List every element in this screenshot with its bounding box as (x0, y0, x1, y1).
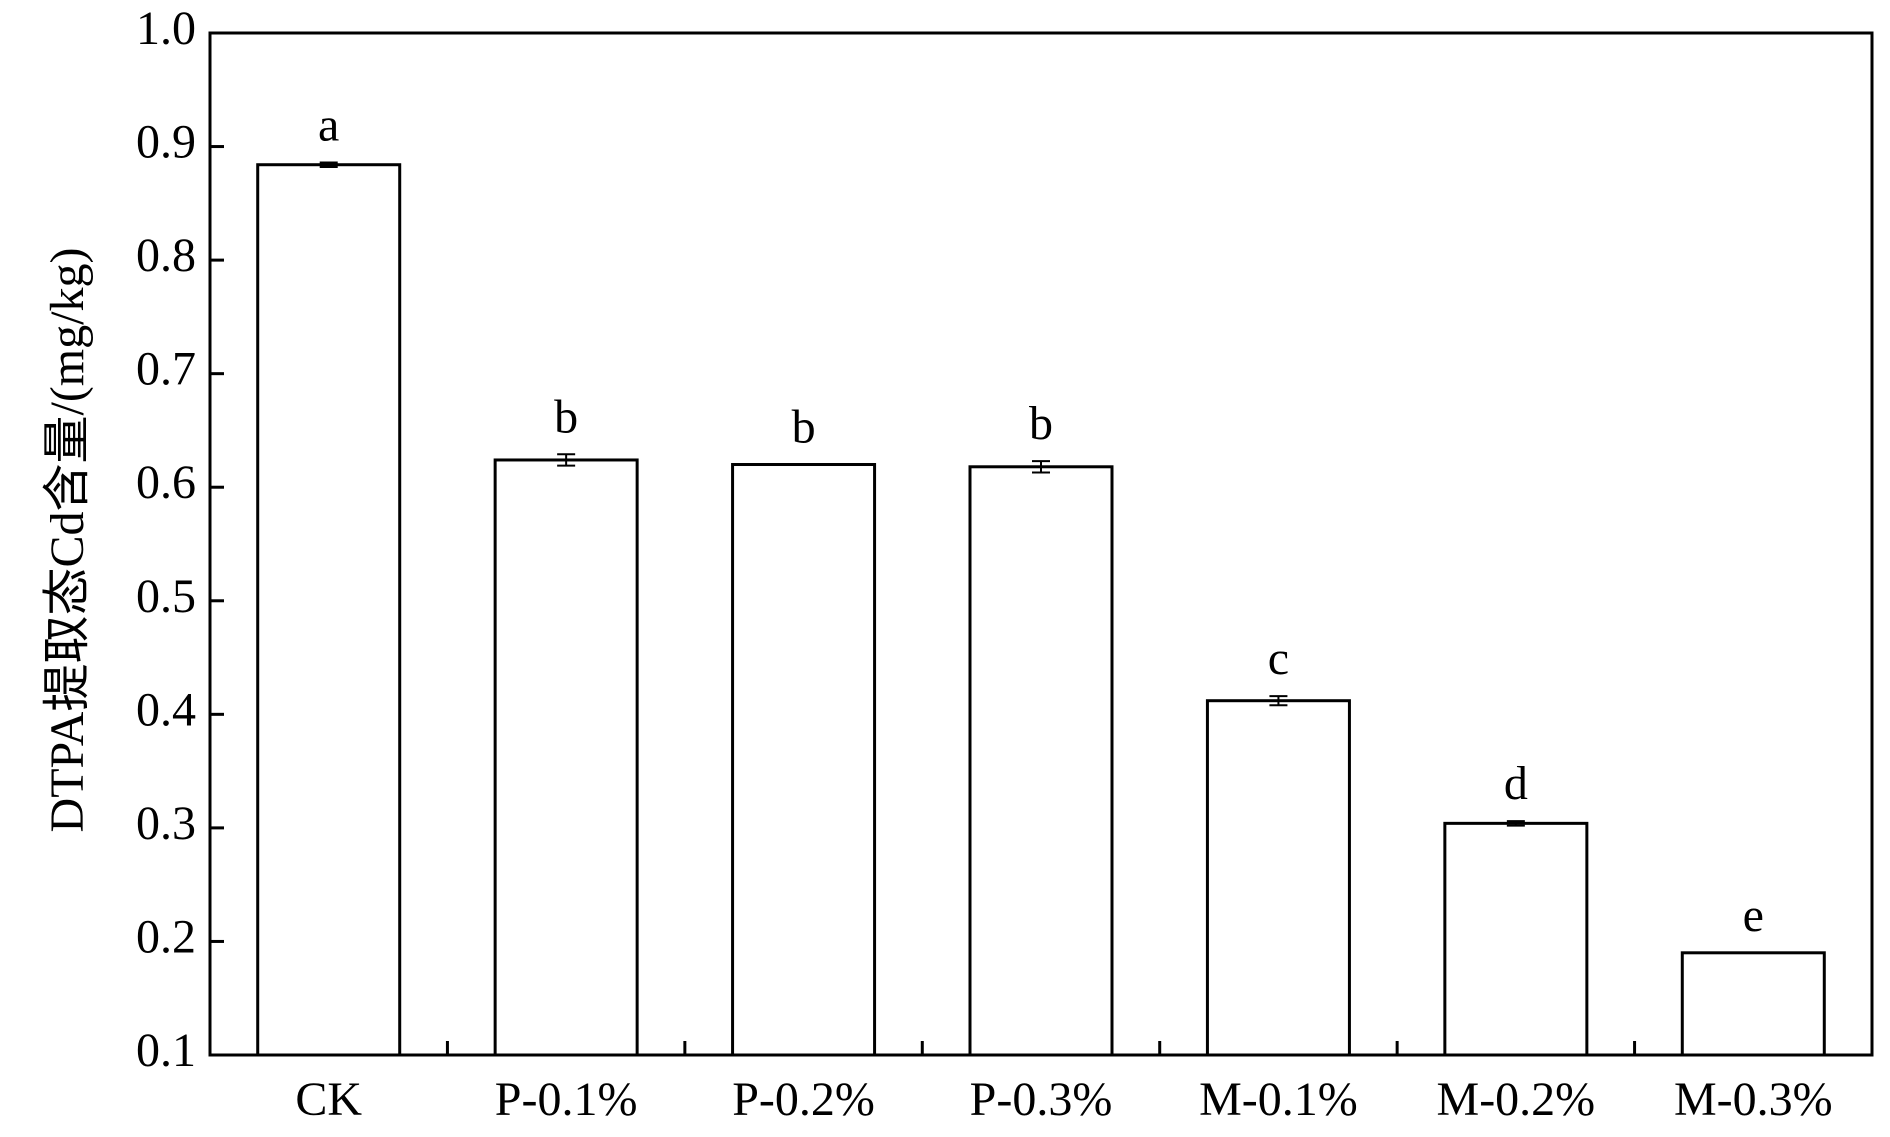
significance-letter: b (792, 401, 816, 454)
y-tick-label: 0.6 (136, 456, 196, 509)
significance-letter: a (318, 98, 339, 151)
bar (731, 463, 877, 1057)
y-tick-label: 0.1 (136, 1024, 196, 1077)
error-bar (557, 453, 576, 467)
significance-letter: d (1504, 757, 1528, 810)
error-bar (319, 161, 338, 168)
error-bar (1032, 460, 1050, 474)
significance-letter: e (1743, 889, 1764, 942)
y-tick-label: 1.0 (136, 2, 196, 55)
x-tick-label: M-0.1% (1199, 1073, 1358, 1126)
bar (493, 458, 639, 1057)
bar (1443, 821, 1589, 1057)
y-tick-label: 0.8 (136, 229, 196, 282)
y-tick-label: 0.9 (136, 116, 196, 169)
y-tick-label: 0.2 (136, 910, 196, 963)
x-tick-label: P-0.1% (495, 1073, 638, 1126)
bar (256, 163, 402, 1057)
error-bars (319, 161, 1763, 954)
y-axis-ticks: 0.1 0.2 0.3 0.4 0.5 0.6 0.7 0.8 0.9 1.0 (136, 2, 224, 1077)
error-bar (1506, 820, 1525, 827)
y-tick-label: 0.3 (136, 797, 196, 850)
significance-letter: b (1029, 397, 1053, 450)
significance-letters: a b b b c d e (318, 98, 1764, 941)
significance-letter: c (1268, 632, 1289, 685)
x-tick-label: P-0.2% (732, 1073, 875, 1126)
significance-letter: b (554, 390, 578, 443)
x-tick-label: P-0.3% (970, 1073, 1113, 1126)
y-tick-label: 0.7 (136, 343, 196, 396)
y-tick-label: 0.5 (136, 570, 196, 623)
bars (256, 163, 1826, 1057)
bar (1205, 699, 1351, 1057)
x-tick-label: CK (295, 1073, 362, 1126)
y-axis-label: DTPA提取态Cd含量/(mg/kg) (41, 248, 94, 833)
x-tick-label: M-0.3% (1674, 1073, 1833, 1126)
error-bar (1269, 695, 1288, 707)
x-axis-ticks: CK P-0.1% P-0.2% P-0.3% M-0.1% M-0.2% M-0.3% (295, 1041, 1833, 1126)
x-tick-label: M-0.2% (1437, 1073, 1596, 1126)
plot-frame (208, 31, 1874, 1057)
bar (1680, 951, 1826, 1057)
bar (968, 465, 1114, 1057)
y-tick-label: 0.4 (136, 683, 196, 736)
